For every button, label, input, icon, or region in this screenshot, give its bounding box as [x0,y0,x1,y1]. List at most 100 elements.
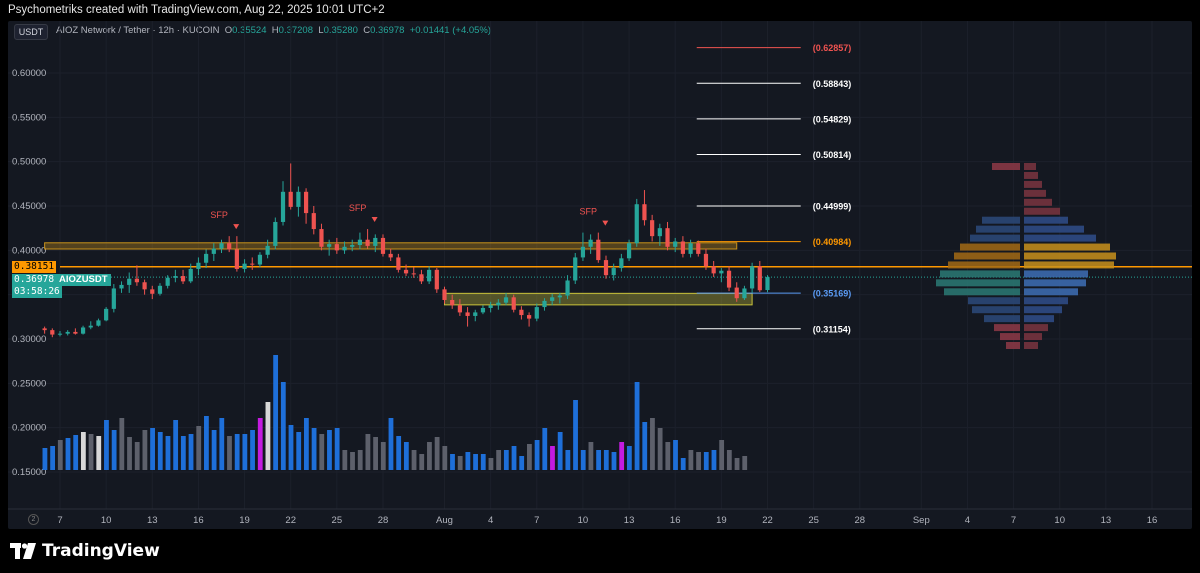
candle-body [373,237,378,246]
candle-body [142,282,147,290]
currency-button[interactable]: USDT [14,24,48,40]
x-tick-label: 19 [239,515,250,526]
candle-body [673,241,678,247]
candle-body [57,333,63,335]
volume-bar [726,450,732,470]
candle-body [434,269,439,290]
volume-bar [342,450,348,470]
candle-body [296,191,301,207]
y-tick-label: 0.30000 [12,334,46,345]
candle-body [365,239,370,246]
x-tick-label: 10 [1054,515,1065,526]
volume-profile-bar-left [984,315,1020,323]
volume-bar [550,446,555,470]
candle-body [380,237,386,254]
volume-bar [580,450,586,470]
candle-body [726,270,732,288]
volume-bar [503,450,509,470]
volume-profile-bar-right [1024,315,1054,323]
volume-bar [334,428,340,470]
volume-bar [573,400,578,470]
y-tick-label: 0.25000 [12,378,46,389]
sfp-label: SFP [580,207,598,217]
y-tick-label: 0.45000 [12,201,46,212]
candle-body [603,260,609,276]
candle-body [465,312,470,316]
volume-bar [688,450,694,470]
x-tick-label: 13 [624,515,635,526]
candle-body [457,305,462,313]
price-chart[interactable]: 0.600000.550000.500000.450000.400000.350… [8,21,1192,529]
volume-bar [111,430,117,470]
projection-level-label: (0.62857) [813,43,852,53]
volume-profile-bar-right [1024,261,1114,269]
candle-body [319,229,324,247]
candle-body [619,258,624,269]
volume-bar [142,430,148,470]
volume-bar [188,434,194,470]
volume-bar [442,446,448,470]
x-tick-label: 16 [1147,515,1158,526]
volume-bar [565,450,571,470]
volume-bar [127,437,132,470]
volume-bar [173,420,179,470]
candle-body [42,328,47,331]
volume-profile-bar-right [1024,270,1088,278]
candle-body [511,297,516,310]
candle-body [765,277,770,291]
sfp-arrow [602,220,609,226]
candle-body [596,239,601,261]
candle-body [219,243,224,249]
candle-body [696,243,701,254]
volume-profile-bar-right [1024,342,1038,349]
candle-body [573,257,578,281]
volume-bar [680,458,686,470]
volume-bar [388,418,394,470]
volume-bar [204,416,209,470]
volume-bar [196,426,202,470]
volume-bar [242,434,248,470]
volume-profile-bar-left [994,324,1020,332]
candle-body [50,330,55,335]
volume-bar [288,425,294,470]
volume-bar [365,434,371,470]
candle-body [580,246,586,258]
candle-body [327,244,332,247]
tradingview-logo[interactable]: TradingView [10,540,160,562]
volume-bar [327,430,332,470]
candle-body [173,276,178,278]
volume-profile-bar-left [972,306,1020,314]
volume-profile-bar-right [1024,198,1052,206]
volume-bar [703,452,709,470]
chart-panel[interactable]: USDT AIOZ Network / Tether · 12h · KUCOI… [8,21,1192,529]
candle-body [642,204,647,221]
candle-body [280,191,286,222]
candle-body [688,243,693,254]
candle-body [403,269,409,274]
volume-bar [457,456,463,470]
x-tick-label: 10 [101,515,112,526]
volume-bar [526,444,532,470]
volume-profile-bar-right [1024,171,1038,179]
scroll-back-button[interactable]: 2 [28,514,39,525]
low-label: L [318,25,324,36]
candle-body [80,327,86,334]
y-tick-label: 0.15000 [12,467,46,478]
candle-body [450,299,455,306]
volume-profile-bar-right [1024,252,1116,260]
volume-profile-bar-left [940,270,1020,278]
volume-bar [50,446,56,470]
volume-profile-bar-left [948,261,1020,269]
high-label: H [271,25,279,36]
candle-body [665,228,670,247]
candle-body [734,287,739,299]
volume-profile-bar-left [954,252,1020,260]
candle-body [650,220,655,237]
volume-bar [673,440,678,470]
candle-body [442,289,447,300]
projection-level-label: (0.50814) [813,150,852,160]
projection-level-label: (0.31154) [813,324,851,334]
volume-profile-bar-left [970,234,1020,242]
volume-bar [519,456,525,470]
candle-body [242,263,247,269]
